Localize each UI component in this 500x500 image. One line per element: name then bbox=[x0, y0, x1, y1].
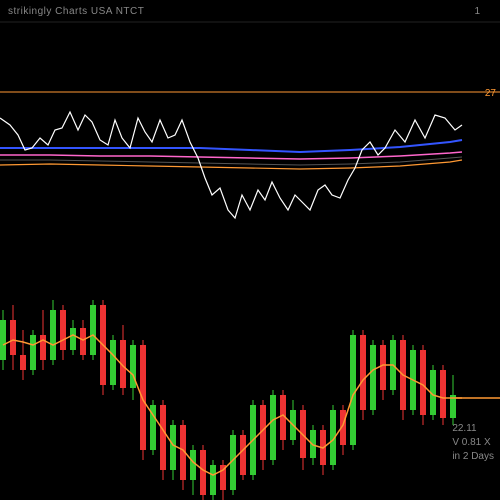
info-box: 22.11 V 0.81 X in 2 Days bbox=[452, 422, 494, 464]
info-days: in 2 Days bbox=[452, 450, 494, 464]
chart-svg bbox=[0, 0, 500, 500]
info-volume: V 0.81 X bbox=[452, 436, 494, 450]
info-price: 22.11 bbox=[452, 422, 494, 436]
